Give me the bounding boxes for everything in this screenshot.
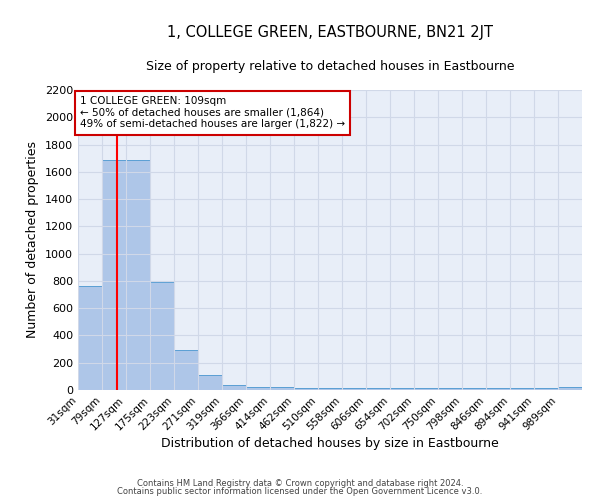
Bar	[558, 388, 582, 390]
X-axis label: Distribution of detached houses by size in Eastbourne: Distribution of detached houses by size …	[161, 438, 499, 450]
Bar	[438, 388, 462, 390]
Bar	[246, 386, 270, 390]
Y-axis label: Number of detached properties: Number of detached properties	[26, 142, 40, 338]
Bar	[174, 350, 198, 390]
Bar	[78, 286, 102, 390]
Text: Size of property relative to detached houses in Eastbourne: Size of property relative to detached ho…	[146, 60, 514, 73]
Bar	[318, 388, 342, 390]
Bar	[366, 388, 390, 390]
Bar	[462, 388, 487, 390]
Text: Contains public sector information licensed under the Open Government Licence v3: Contains public sector information licen…	[118, 487, 482, 496]
Bar	[198, 375, 222, 390]
Bar	[294, 388, 318, 390]
Bar	[534, 388, 558, 390]
Text: 1, COLLEGE GREEN, EASTBOURNE, BN21 2JT: 1, COLLEGE GREEN, EASTBOURNE, BN21 2JT	[167, 25, 493, 40]
Bar	[414, 388, 438, 390]
Bar	[222, 385, 246, 390]
Bar	[342, 388, 366, 390]
Text: Contains HM Land Registry data © Crown copyright and database right 2024.: Contains HM Land Registry data © Crown c…	[137, 478, 463, 488]
Bar	[150, 282, 174, 390]
Bar	[390, 388, 414, 390]
Bar	[270, 388, 294, 390]
Bar	[126, 160, 150, 390]
Bar	[102, 160, 126, 390]
Bar	[487, 388, 511, 390]
Bar	[511, 388, 534, 390]
Text: 1 COLLEGE GREEN: 109sqm
← 50% of detached houses are smaller (1,864)
49% of semi: 1 COLLEGE GREEN: 109sqm ← 50% of detache…	[80, 96, 345, 130]
